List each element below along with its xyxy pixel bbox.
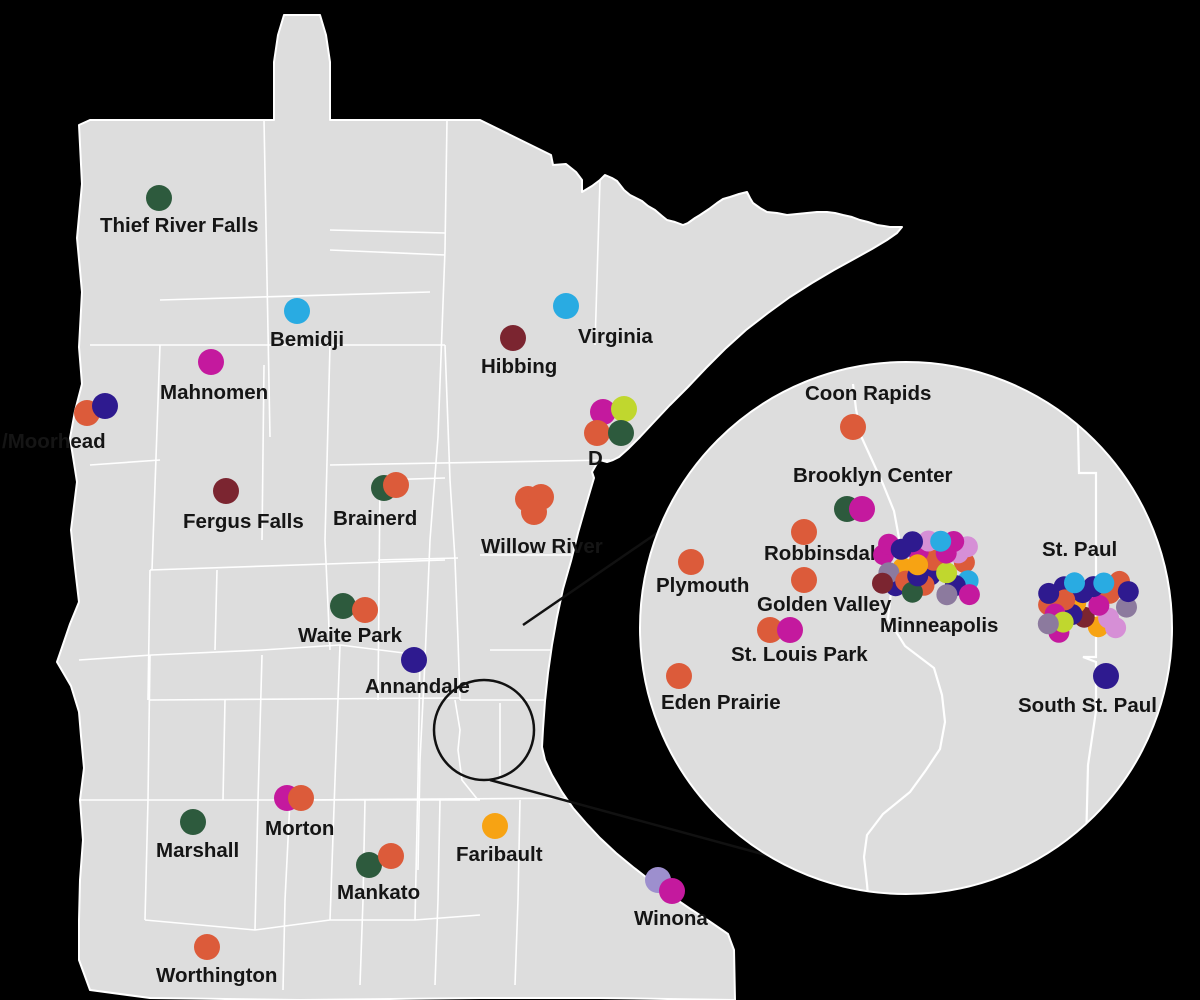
svg-text:Worthington: Worthington	[156, 964, 277, 987]
svg-text:Minneapolis: Minneapolis	[880, 614, 998, 637]
svg-text:Mahnomen: Mahnomen	[160, 381, 268, 404]
svg-text:Willow River: Willow River	[481, 535, 603, 558]
svg-text:Brainerd: Brainerd	[333, 507, 417, 530]
svg-text:South St. Paul: South St. Paul	[1018, 694, 1157, 717]
svg-text:/Moorhead: /Moorhead	[2, 430, 106, 453]
svg-text:Mankato: Mankato	[337, 881, 420, 904]
svg-text:Winona: Winona	[634, 907, 708, 930]
svg-text:Hibbing: Hibbing	[481, 355, 557, 378]
svg-text:Thief River Falls: Thief River Falls	[100, 214, 258, 237]
svg-text:Brooklyn Center: Brooklyn Center	[793, 464, 952, 487]
svg-text:Golden Valley: Golden Valley	[757, 593, 892, 616]
svg-text:Annandale: Annandale	[365, 675, 470, 698]
svg-text:Coon Rapids: Coon Rapids	[805, 382, 931, 405]
svg-text:D: D	[588, 447, 603, 470]
svg-text:St. Paul: St. Paul	[1042, 538, 1117, 561]
svg-text:Waite Park: Waite Park	[298, 624, 403, 647]
svg-text:Robbinsdale: Robbinsdale	[764, 542, 887, 565]
svg-text:Virginia: Virginia	[578, 325, 653, 348]
svg-text:Eden Prairie: Eden Prairie	[661, 691, 781, 714]
svg-text:Morton: Morton	[265, 817, 334, 840]
svg-text:Plymouth: Plymouth	[656, 574, 749, 597]
svg-text:Fergus Falls: Fergus Falls	[183, 510, 304, 533]
svg-text:Marshall: Marshall	[156, 839, 239, 862]
svg-text:Bemidji: Bemidji	[270, 328, 344, 351]
svg-text:Faribault: Faribault	[456, 843, 543, 866]
svg-text:St. Louis Park: St. Louis Park	[731, 643, 868, 666]
